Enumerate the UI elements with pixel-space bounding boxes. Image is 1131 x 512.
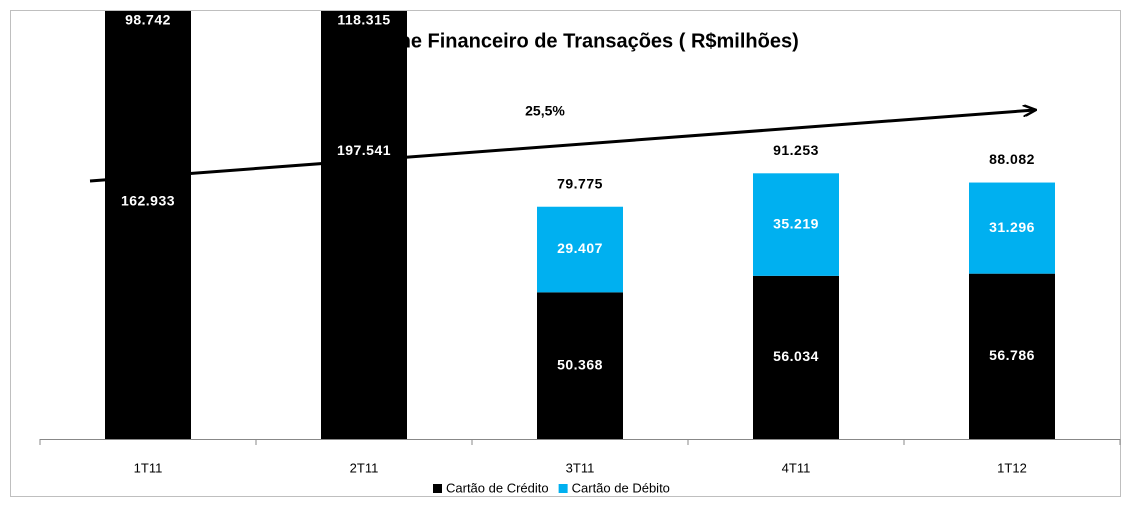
plot-area — [105, 11, 1055, 439]
bar-segment — [753, 173, 839, 276]
data-label: 31.296 — [989, 219, 1035, 235]
total-label: 88.082 — [989, 151, 1035, 167]
data-label: 29.407 — [557, 240, 603, 256]
bar-segment — [321, 11, 407, 439]
x-tick-label: 3T11 — [566, 460, 595, 475]
x-tick-label: 4T11 — [782, 460, 811, 475]
bar-segment — [969, 273, 1055, 439]
bar-segment — [105, 11, 191, 439]
total-label: 70.205 — [125, 203, 171, 219]
bar-segment — [537, 292, 623, 439]
x-tick-label: 1T11 — [134, 460, 163, 475]
legend-label: Cartão de Débito — [572, 480, 670, 495]
annotation: 25,5% — [525, 103, 565, 119]
trend-arrow — [89, 110, 1035, 183]
total-label: 79.775 — [557, 175, 603, 191]
legend-swatch — [433, 484, 442, 493]
data-label: 98.742 — [125, 12, 171, 28]
chart-title: Volume Financeiro de Transações ( R$milh… — [351, 30, 799, 52]
x-tick-label: 2T11 — [350, 460, 379, 475]
legend-label: Cartão de Crédito — [446, 480, 549, 495]
data-label: 56.786 — [989, 347, 1035, 363]
x-tick-label: 1T12 — [997, 460, 1027, 475]
data-label: 35.219 — [773, 215, 819, 231]
bar-segment — [753, 275, 839, 439]
bar-segment — [537, 206, 623, 293]
data-label: 197.541 — [337, 142, 391, 158]
data-label: 56.034 — [773, 348, 819, 364]
bar-segment — [969, 182, 1055, 274]
legend-swatch — [558, 484, 568, 493]
data-label: 50.368 — [557, 356, 603, 372]
data-label: 118.315 — [337, 12, 390, 28]
data-label: 162.933 — [121, 193, 175, 209]
total-label: 74.623 — [341, 190, 387, 206]
total-label: 91.253 — [773, 142, 819, 158]
